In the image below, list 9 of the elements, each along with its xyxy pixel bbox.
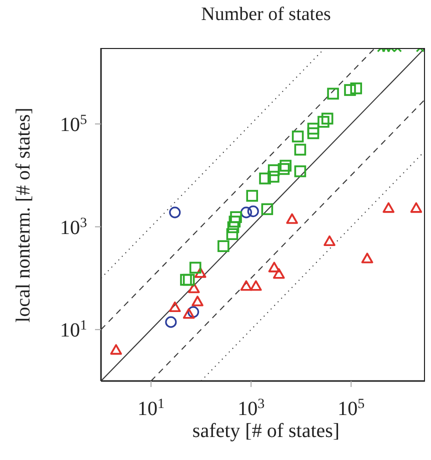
- x-tick-label: 10$^{3}$: [238, 396, 265, 420]
- y-tick-label: 10$^{1}$: [60, 318, 87, 342]
- x-tick-label: 10$^{5}$: [338, 396, 365, 420]
- x-tick-label: 10$^{1}$: [138, 396, 165, 420]
- y-tick-label: 10$^{3}$: [60, 215, 87, 239]
- y-tick-label: 10$^{5}$: [60, 112, 87, 136]
- chart-title: Number of states: [200, 4, 332, 26]
- x-axis-title: safety [# of states]: [191, 420, 341, 443]
- y-axis-title: local nonterm. [# of states]: [12, 106, 36, 324]
